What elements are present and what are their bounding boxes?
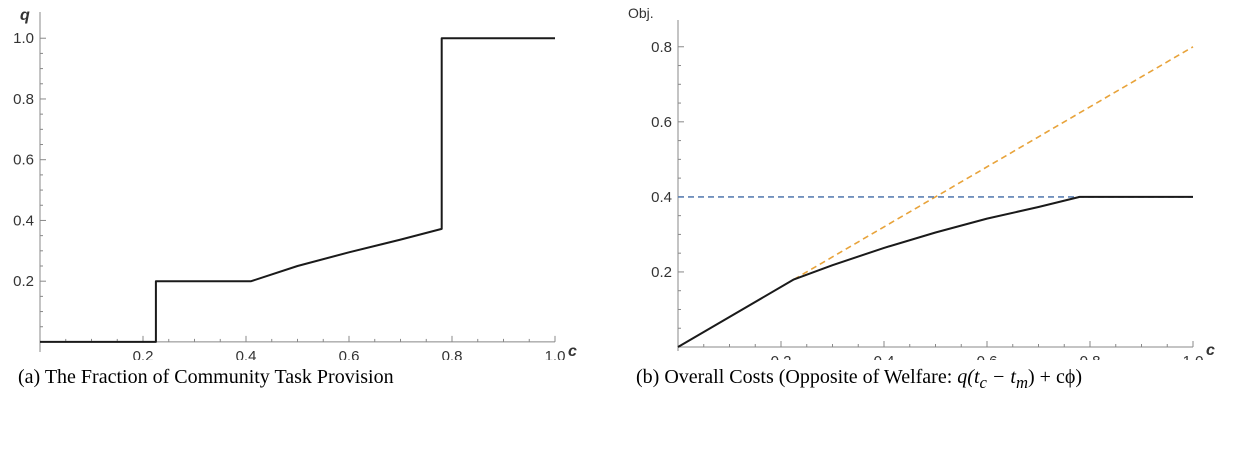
x-tick-label: 0.4 (236, 348, 257, 360)
chart-panel-a: 0.2 0.4 0.6 0.8 1.0 0.2 0.4 0.6 0.8 1.0 q c (13, 7, 577, 365)
series-line-3 (677, 195, 1193, 348)
y-axis-title: q (20, 7, 30, 24)
series-line-1 (793, 46, 1194, 281)
y-tick-label: 0.2 (651, 264, 672, 281)
y-tick-label: 0.2 (13, 273, 34, 290)
caption-b-sub1: c (979, 373, 987, 392)
y-tick-label: 0.6 (13, 152, 34, 169)
x-tick-label: 0.8 (1080, 353, 1101, 360)
caption-b-mid: − t (986, 366, 1016, 388)
x-axis-title: c (1206, 342, 1215, 359)
y-tick-label: 0.6 (651, 114, 672, 131)
series-line-1 (40, 37, 555, 343)
caption-b-sub2: m (1015, 373, 1028, 392)
y-tick-label: 0.4 (13, 212, 34, 229)
y-tick-label: 0.8 (13, 91, 34, 108)
caption-b-math: q(t (957, 366, 980, 388)
caption-b: (b) Overall Costs (Opposite of Welfare: … (636, 364, 1236, 396)
chart-panel-b: 0.2 0.4 0.6 0.8 1.0 0.2 0.4 0.6 0.8 Obj. c (620, 0, 1240, 451)
y-tick-label: 1.0 (13, 30, 34, 47)
y-axis-title: Obj. (628, 5, 654, 21)
x-tick-label: 0.4 (874, 353, 895, 360)
x-tick-label: 0.8 (442, 348, 463, 360)
x-tick-label: 0.2 (133, 348, 154, 360)
x-tick-label: 0.6 (339, 348, 360, 360)
caption-b-prefix: (b) Overall Costs (Opposite of Welfare: (636, 366, 958, 388)
y-tick-label: 0.8 (651, 39, 672, 56)
x-tick-label: 0.6 (977, 353, 998, 360)
caption-a: (a) The Fraction of Community Task Provi… (18, 366, 394, 388)
x-axis-title: c (568, 343, 577, 360)
y-tick-label: 0.4 (651, 189, 672, 206)
x-tick-label: 0.2 (771, 353, 792, 360)
caption-b-end: ) + cϕ) (1028, 366, 1083, 388)
chart-a: 0.2 0.4 0.6 0.8 1.0 0.2 0.4 0.6 0.8 1.0 q c (13, 7, 577, 365)
chart-b: 0.2 0.4 0.6 0.8 1.0 0.2 0.4 0.6 0.8 Obj. c (628, 5, 1215, 370)
x-tick-label: 1.0 (1183, 353, 1204, 360)
x-tick-label: 1.0 (545, 348, 566, 360)
